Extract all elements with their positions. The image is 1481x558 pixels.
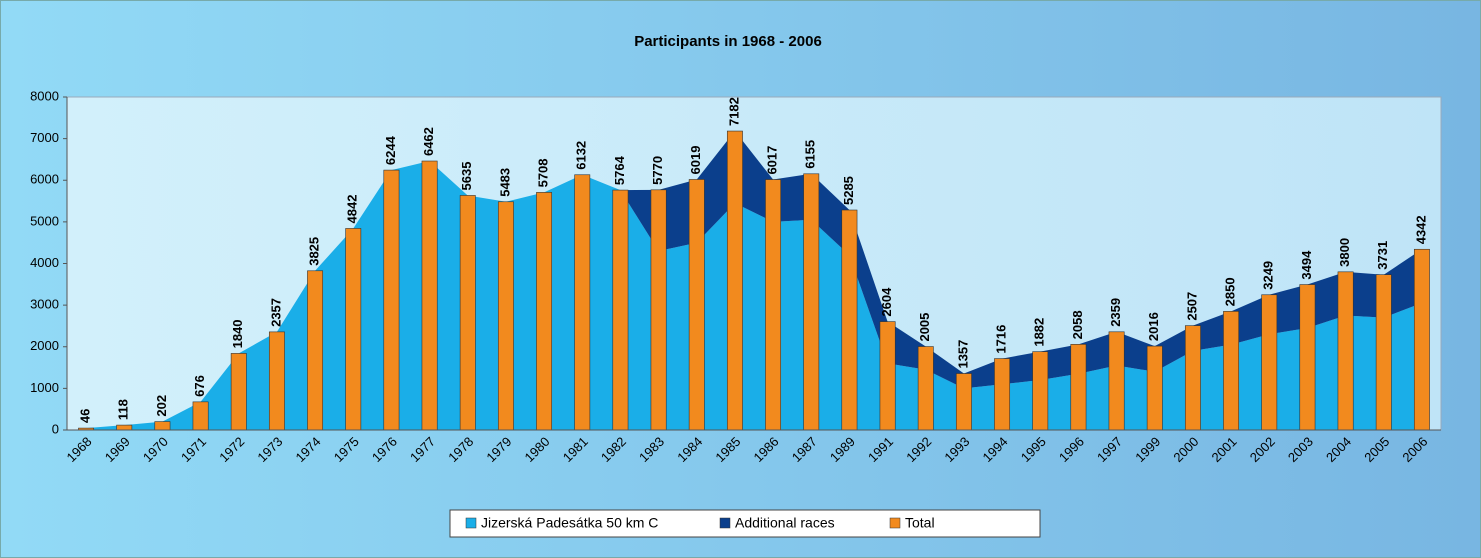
bar bbox=[1032, 351, 1049, 431]
value-label: 2005 bbox=[917, 313, 932, 342]
bar bbox=[1261, 294, 1278, 431]
value-label: 2357 bbox=[268, 298, 283, 327]
bar bbox=[1146, 345, 1163, 431]
value-label: 6155 bbox=[803, 140, 818, 169]
legend-label: Additional races bbox=[735, 515, 835, 531]
value-label: 3825 bbox=[307, 237, 322, 266]
value-label: 1357 bbox=[955, 340, 970, 369]
y-tick-label: 3000 bbox=[30, 297, 59, 312]
area bbox=[86, 131, 1422, 429]
bar bbox=[650, 189, 667, 431]
bar bbox=[994, 358, 1011, 431]
bar bbox=[116, 424, 133, 431]
value-label: 5285 bbox=[841, 176, 856, 205]
bar bbox=[1223, 311, 1240, 431]
bar bbox=[192, 401, 209, 431]
bar bbox=[230, 353, 247, 431]
y-tick-label: 7000 bbox=[30, 130, 59, 145]
value-label: 6244 bbox=[383, 135, 398, 165]
value-label: 118 bbox=[116, 399, 131, 420]
bar bbox=[497, 201, 514, 431]
bar bbox=[841, 209, 858, 431]
bar bbox=[1070, 344, 1087, 431]
value-label: 676 bbox=[192, 375, 207, 397]
value-label: 5764 bbox=[612, 155, 627, 185]
value-label: 6132 bbox=[574, 141, 589, 170]
area bbox=[86, 161, 1422, 430]
bar bbox=[345, 228, 362, 431]
value-label: 6462 bbox=[421, 127, 436, 156]
value-label: 4342 bbox=[1413, 215, 1428, 244]
value-label: 2016 bbox=[1146, 312, 1161, 341]
bar bbox=[1337, 271, 1354, 431]
bar bbox=[1413, 248, 1430, 431]
y-tick-label: 4000 bbox=[30, 255, 59, 270]
value-label: 2058 bbox=[1070, 310, 1085, 339]
value-label: 2359 bbox=[1108, 298, 1123, 327]
value-label: 5483 bbox=[497, 168, 512, 197]
value-label: 6019 bbox=[688, 146, 703, 175]
value-label: 6017 bbox=[765, 146, 780, 175]
bar bbox=[154, 421, 171, 431]
bar bbox=[1184, 325, 1201, 431]
value-label: 1882 bbox=[1032, 318, 1047, 347]
value-label: 7182 bbox=[726, 97, 741, 126]
value-label: 3731 bbox=[1375, 241, 1390, 270]
y-tick-label: 8000 bbox=[30, 88, 59, 103]
value-label: 2604 bbox=[879, 287, 894, 317]
bar bbox=[612, 189, 629, 431]
bar bbox=[459, 195, 476, 431]
bar bbox=[803, 173, 820, 431]
bar bbox=[1299, 284, 1316, 431]
legend-label: Jizerská Padesátka 50 km C bbox=[481, 515, 658, 531]
legend-swatch bbox=[889, 517, 901, 529]
value-label: 4842 bbox=[345, 195, 360, 224]
bar bbox=[574, 174, 591, 431]
bar bbox=[917, 346, 934, 431]
legend-swatch bbox=[719, 517, 731, 529]
legend-label: Total bbox=[905, 515, 935, 531]
bar bbox=[765, 179, 782, 431]
bar bbox=[383, 169, 400, 431]
bar bbox=[268, 331, 285, 431]
value-label: 3800 bbox=[1337, 238, 1352, 267]
value-label: 3249 bbox=[1261, 261, 1276, 290]
y-tick-label: 5000 bbox=[30, 213, 59, 228]
bar bbox=[726, 130, 743, 431]
value-label: 5770 bbox=[650, 156, 665, 185]
bar bbox=[955, 373, 972, 431]
y-tick-label: 0 bbox=[52, 421, 59, 436]
value-label: 5635 bbox=[459, 162, 474, 191]
bar bbox=[307, 270, 324, 431]
bar bbox=[1108, 331, 1125, 431]
bar bbox=[688, 179, 705, 431]
bar bbox=[879, 321, 896, 431]
y-tick-label: 6000 bbox=[30, 172, 59, 187]
chart-title: Participants in 1968 - 2006 bbox=[634, 33, 822, 50]
y-tick-label: 2000 bbox=[30, 338, 59, 353]
value-label: 1840 bbox=[230, 319, 245, 348]
value-label: 1716 bbox=[994, 325, 1009, 354]
bar bbox=[536, 192, 553, 431]
value-label: 202 bbox=[154, 395, 169, 417]
value-label: 46 bbox=[78, 409, 93, 423]
legend-swatch bbox=[465, 517, 477, 529]
value-label: 2850 bbox=[1223, 277, 1238, 306]
y-tick-label: 1000 bbox=[30, 380, 59, 395]
bar bbox=[1375, 274, 1392, 431]
bar bbox=[421, 160, 438, 431]
legend bbox=[449, 509, 1041, 538]
value-label: 2507 bbox=[1184, 292, 1199, 321]
value-label: 5708 bbox=[536, 158, 551, 187]
value-label: 3494 bbox=[1299, 250, 1314, 280]
